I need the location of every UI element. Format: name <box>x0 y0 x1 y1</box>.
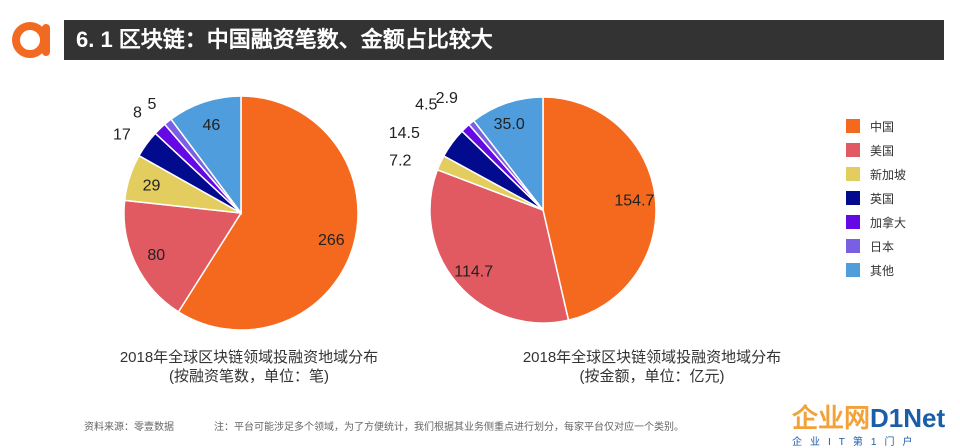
data-label-英国: 14.5 <box>389 125 420 142</box>
legend-swatch <box>846 143 860 157</box>
data-label-加拿大: 4.5 <box>415 97 437 114</box>
pie-slice-其他 <box>170 95 242 216</box>
data-label-美国: 114.7 <box>454 264 493 281</box>
pie-slice-美国 <box>429 168 570 324</box>
data-label-日本: 2.9 <box>436 90 458 107</box>
legend-label: 美国 <box>870 143 895 158</box>
chart-2-title: 2018年全球区块链领域投融资地域分布 <box>522 349 782 366</box>
data-label-其他: 46 <box>203 117 221 134</box>
legend-item-usa: 美国 <box>846 138 946 162</box>
legend-item-china: 中国 <box>846 114 946 138</box>
legend-label: 日本 <box>870 239 895 254</box>
legend-swatch <box>846 215 860 229</box>
chart-1-subtitle: (按融资笔数，单位：笔) <box>169 368 329 385</box>
data-label-新加坡: 29 <box>143 177 161 194</box>
legend-label: 新加坡 <box>870 167 907 182</box>
pie-slice-中国 <box>177 95 359 331</box>
footer-source: 资料来源：零壹数据 <box>84 422 174 433</box>
legend-item-japan: 日本 <box>846 234 946 258</box>
legend-item-singapore: 新加坡 <box>846 162 946 186</box>
legend-swatch <box>846 191 860 205</box>
watermark-main-a: 企业网 <box>792 403 871 433</box>
legend-item-other: 其他 <box>846 258 946 282</box>
chart-legend: 中国 美国 新加坡 英国 加拿大 日本 其他 <box>846 114 946 282</box>
pie-slice-美国 <box>123 199 243 313</box>
legend-label: 其他 <box>870 263 895 278</box>
chart-1-title: 2018年全球区块链领域投融资地域分布 <box>119 349 379 366</box>
legend-item-uk: 英国 <box>846 186 946 210</box>
data-label-其他: 35.0 <box>494 116 525 133</box>
legend-label: 加拿大 <box>870 215 907 230</box>
legend-label: 英国 <box>870 191 895 206</box>
data-label-新加坡: 7.2 <box>389 153 411 170</box>
chart-2-caption: 2018年全球区块链领域投融资地域分布 (按金额，单位：亿元) <box>487 348 817 386</box>
watermark-sub: 企业IT第1门户 <box>792 437 921 448</box>
data-label-美国: 80 <box>147 247 165 264</box>
watermark-logo: 企业网D1Net 企业IT第1门户 <box>792 398 960 448</box>
data-label-中国: 154.7 <box>614 193 654 210</box>
legend-swatch <box>846 263 860 277</box>
footer-note: 注：平台可能涉足多个领域，为了方便统计，我们根据其业务侧重点进行划分，每家平台仅… <box>214 422 684 433</box>
legend-swatch <box>846 239 860 253</box>
chart-1-caption: 2018年全球区块链领域投融资地域分布 (按融资笔数，单位：笔) <box>84 348 414 386</box>
legend-item-canada: 加拿大 <box>846 210 946 234</box>
legend-swatch <box>846 167 860 181</box>
legend-label: 中国 <box>870 119 895 134</box>
page-title: 6. 1 区块链：中国融资笔数、金额占比较大 <box>64 20 944 60</box>
pie-slice-中国 <box>542 96 657 322</box>
legend-swatch <box>846 119 860 133</box>
chart-2-subtitle: (按金额，单位：亿元) <box>579 368 725 385</box>
watermark-main-b: D1Net <box>870 403 946 433</box>
data-label-中国: 266 <box>318 232 345 249</box>
data-label-加拿大: 8 <box>133 105 142 122</box>
data-label-日本: 5 <box>147 96 156 113</box>
pie-slice-其他 <box>472 96 544 213</box>
pie-chart-by-amount: 154.7 114.7 7.2 14.5 4.52.9 35.0 <box>389 90 657 324</box>
brand-logo-icon <box>12 22 50 58</box>
data-label-英国: 17 <box>113 126 131 143</box>
